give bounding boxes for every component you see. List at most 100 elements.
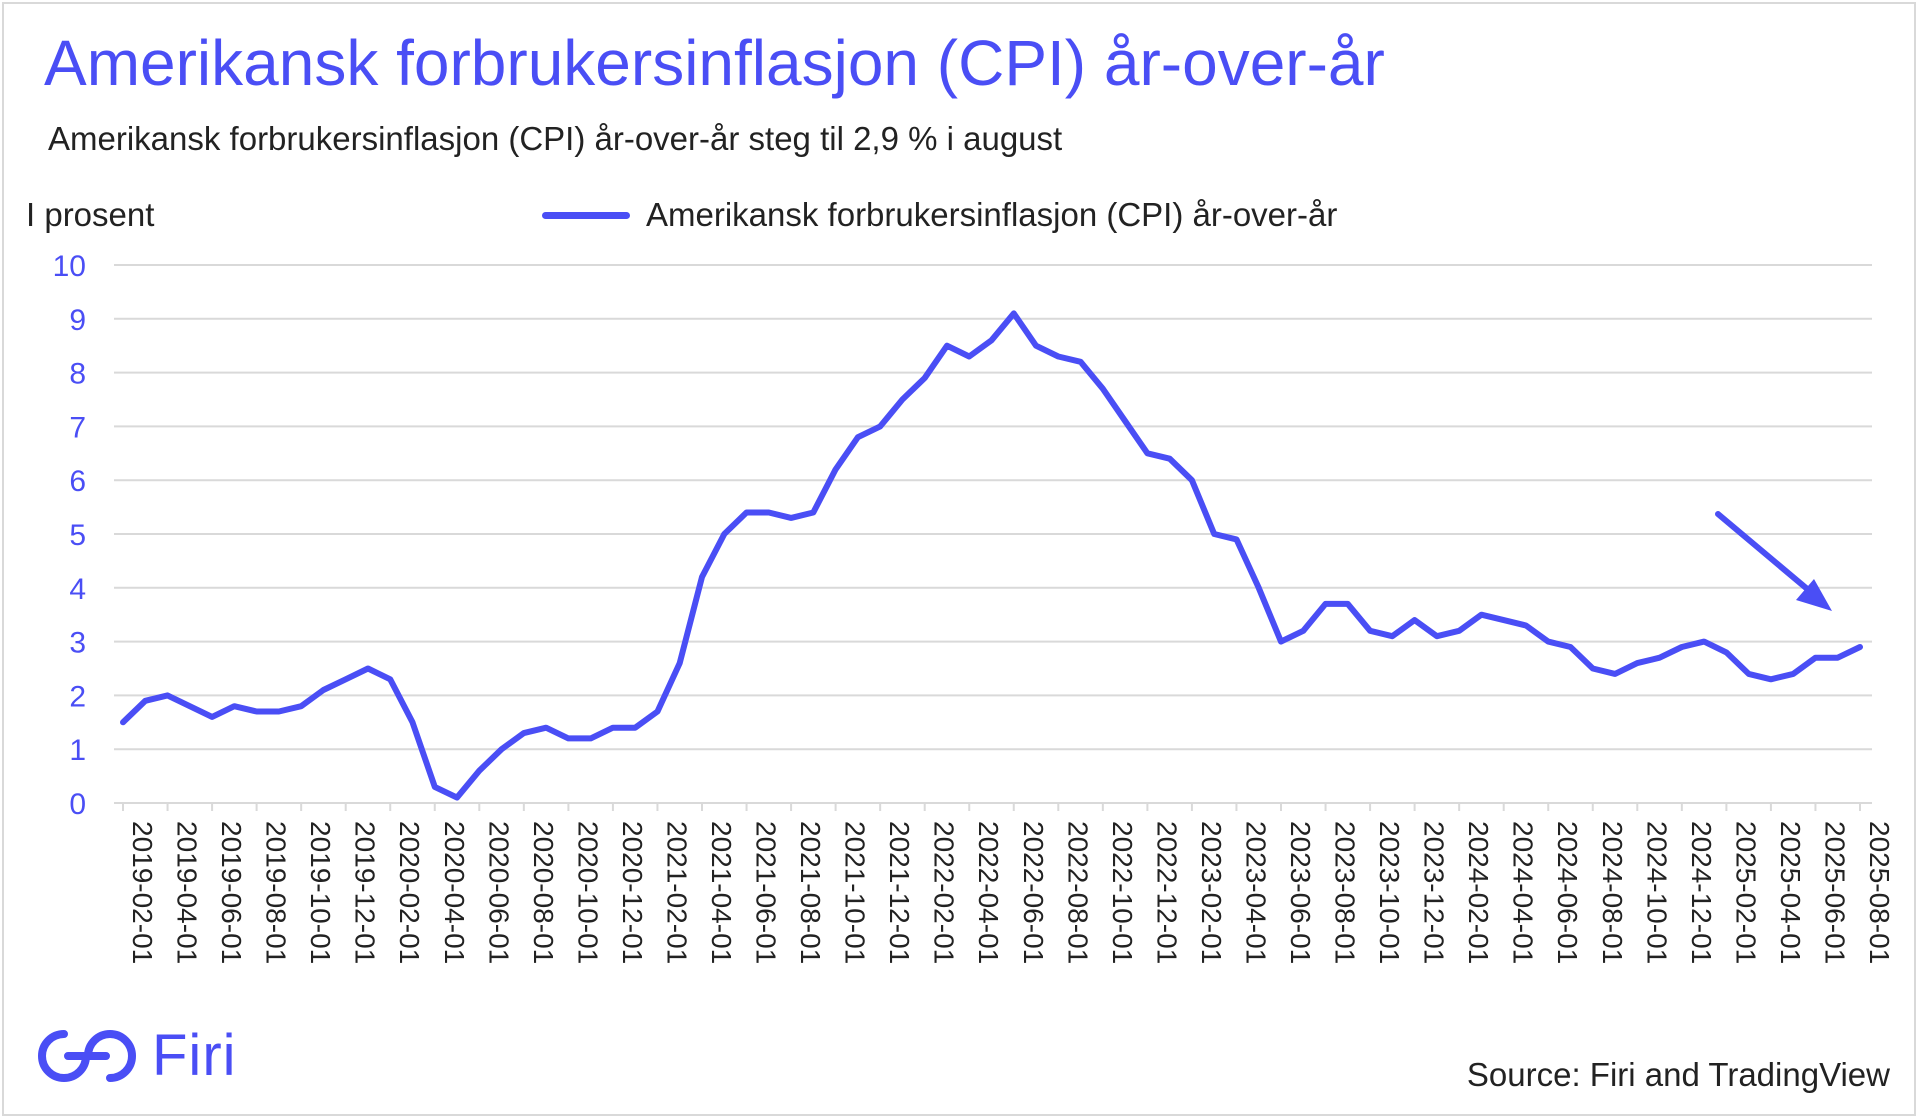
data-point — [1389, 633, 1395, 639]
data-point — [1256, 585, 1262, 591]
x-tick-label: 2019-04-01 — [172, 821, 203, 964]
data-point — [1501, 617, 1507, 623]
data-point — [565, 735, 571, 741]
trend-arrow-shaft — [1715, 511, 1821, 601]
data-point — [387, 676, 393, 682]
y-tick-label: 0 — [69, 788, 86, 821]
x-tick-label: 2021-12-01 — [884, 821, 915, 964]
x-tick-label: 2025-02-01 — [1730, 821, 1761, 964]
x-tick-label: 2024-08-01 — [1597, 821, 1628, 964]
data-point — [1011, 310, 1017, 316]
data-point — [632, 725, 638, 731]
trend-arrow-head — [1796, 579, 1832, 611]
x-tick-label: 2024-06-01 — [1552, 821, 1583, 964]
data-point — [1768, 676, 1774, 682]
data-point — [1278, 639, 1284, 645]
data-point — [1857, 644, 1863, 650]
data-point — [1078, 359, 1084, 365]
data-point — [1300, 628, 1306, 634]
data-point — [1412, 617, 1418, 623]
data-point — [699, 574, 705, 580]
data-point — [1701, 639, 1707, 645]
y-tick-label: 3 — [69, 627, 86, 660]
data-point — [1812, 655, 1818, 661]
y-tick-label: 6 — [69, 465, 86, 498]
x-tick-label: 2022-12-01 — [1151, 821, 1182, 964]
x-tick-label: 2025-04-01 — [1775, 821, 1806, 964]
x-tick-label: 2023-12-01 — [1419, 821, 1450, 964]
data-point — [1634, 660, 1640, 666]
data-point — [1100, 386, 1106, 392]
x-tick-label: 2021-08-01 — [795, 821, 826, 964]
x-tick-label: 2022-10-01 — [1107, 821, 1138, 964]
data-point — [810, 509, 816, 515]
data-point — [1233, 536, 1239, 542]
x-tick-label: 2024-10-01 — [1641, 821, 1672, 964]
data-point — [1367, 628, 1373, 634]
data-point — [1590, 666, 1596, 672]
x-tick-label: 2019-06-01 — [216, 821, 247, 964]
data-point — [476, 768, 482, 774]
data-point — [1545, 639, 1551, 645]
data-point — [1345, 601, 1351, 607]
data-point — [1790, 671, 1796, 677]
x-tick-label: 2022-08-01 — [1062, 821, 1093, 964]
x-tick-label: 2020-02-01 — [394, 821, 425, 964]
data-point — [343, 676, 349, 682]
data-point — [677, 660, 683, 666]
data-point — [654, 709, 660, 715]
data-point — [788, 515, 794, 521]
y-tick-label: 10 — [53, 250, 86, 283]
y-tick-label: 8 — [69, 358, 86, 391]
data-point — [855, 434, 861, 440]
data-point — [231, 703, 237, 709]
x-tick-label: 2022-04-01 — [973, 821, 1004, 964]
data-point — [209, 714, 215, 720]
x-tick-label: 2019-10-01 — [305, 821, 336, 964]
line-chart: 0 1 2 3 4 5 6 7 8 9 10 2019-02-01 2019-04-01 2019-06-… — [53, 250, 1895, 964]
data-point — [454, 795, 460, 801]
x-tick-label: 2023-10-01 — [1374, 821, 1405, 964]
data-point — [543, 725, 549, 731]
x-tick-label: 2020-10-01 — [572, 821, 603, 964]
x-tick-label: 2023-04-01 — [1240, 821, 1271, 964]
y-axis-label: I prosent — [26, 196, 155, 233]
data-point — [966, 353, 972, 359]
x-tick-label: 2025-06-01 — [1819, 821, 1850, 964]
x-tick-label: 2025-08-01 — [1864, 821, 1895, 964]
data-point — [320, 687, 326, 693]
legend-label: Amerikansk forbrukersinflasjon (CPI) år-… — [646, 196, 1338, 233]
data-point — [1568, 644, 1574, 650]
data-point — [1679, 644, 1685, 650]
x-tick-label: 2019-08-01 — [261, 821, 292, 964]
data-point — [721, 531, 727, 537]
x-tick-label: 2020-12-01 — [617, 821, 648, 964]
data-point — [899, 397, 905, 403]
data-point — [833, 466, 839, 472]
x-tick-label: 2021-02-01 — [661, 821, 692, 964]
data-point — [298, 703, 304, 709]
data-point — [766, 509, 772, 515]
data-point — [410, 719, 416, 725]
data-point — [432, 784, 438, 790]
x-tick-label: 2023-08-01 — [1330, 821, 1361, 964]
y-tick-label: 4 — [69, 573, 86, 606]
data-point — [120, 719, 126, 725]
data-point — [1612, 671, 1618, 677]
x-tick-label: 2023-02-01 — [1196, 821, 1227, 964]
x-tick-label: 2024-02-01 — [1463, 821, 1494, 964]
y-tick-label: 7 — [69, 411, 86, 444]
x-tick-label: 2024-04-01 — [1508, 821, 1539, 964]
data-point — [1167, 456, 1173, 462]
y-tick-label: 9 — [69, 304, 86, 337]
data-point — [1033, 343, 1039, 349]
data-point — [254, 709, 260, 715]
data-point — [142, 698, 148, 704]
y-tick-label: 5 — [69, 519, 86, 552]
data-point — [1144, 450, 1150, 456]
source-note: Source: Firi and TradingView — [1466, 1056, 1890, 1093]
data-point — [1211, 531, 1217, 537]
x-tick-label: 2021-06-01 — [751, 821, 782, 964]
x-tick-label: 2021-10-01 — [840, 821, 871, 964]
